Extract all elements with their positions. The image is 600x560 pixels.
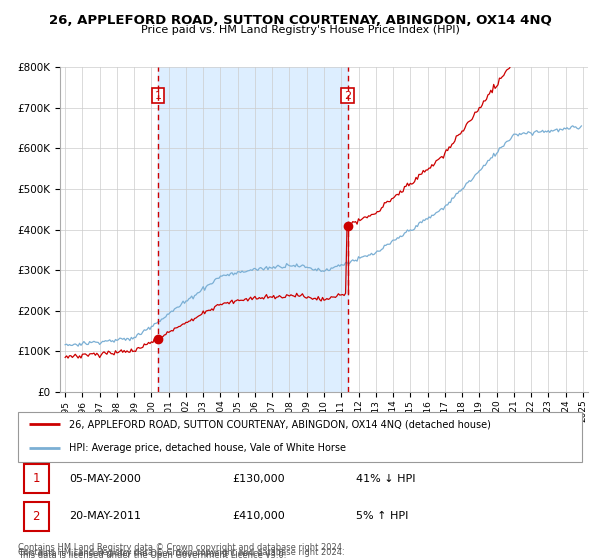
FancyBboxPatch shape [23,502,49,531]
Text: £130,000: £130,000 [232,474,285,484]
Text: 41% ↓ HPI: 41% ↓ HPI [356,474,416,484]
Text: 05-MAY-2000: 05-MAY-2000 [69,474,140,484]
Text: 26, APPLEFORD ROAD, SUTTON COURTENAY, ABINGDON, OX14 4NQ (detached house): 26, APPLEFORD ROAD, SUTTON COURTENAY, AB… [69,419,491,429]
FancyBboxPatch shape [18,412,582,462]
Text: Contains HM Land Registry data © Crown copyright and database right 2024.: Contains HM Land Registry data © Crown c… [18,543,344,552]
Text: This data is licensed under the Open Government Licence v3.0.: This data is licensed under the Open Gov… [18,549,286,558]
Text: Price paid vs. HM Land Registry's House Price Index (HPI): Price paid vs. HM Land Registry's House … [140,25,460,35]
Text: 1: 1 [32,472,40,485]
Text: 20-MAY-2011: 20-MAY-2011 [69,511,141,521]
Bar [158,67,347,392]
Text: 1: 1 [154,91,161,101]
Text: HPI: Average price, detached house, Vale of White Horse: HPI: Average price, detached house, Vale… [69,443,346,453]
Text: 2: 2 [32,510,40,523]
Text: 5% ↑ HPI: 5% ↑ HPI [356,511,409,521]
FancyBboxPatch shape [23,464,49,493]
Text: £410,000: £410,000 [232,511,285,521]
Text: 26, APPLEFORD ROAD, SUTTON COURTENAY, ABINGDON, OX14 4NQ: 26, APPLEFORD ROAD, SUTTON COURTENAY, AB… [49,14,551,27]
Text: 2: 2 [344,91,351,101]
Text: This data is licensed under the Open Government Licence v3.0.: This data is licensed under the Open Gov… [18,551,286,560]
Text: Contains HM Land Registry data © Crown copyright and database right 2024.: Contains HM Land Registry data © Crown c… [18,548,344,557]
